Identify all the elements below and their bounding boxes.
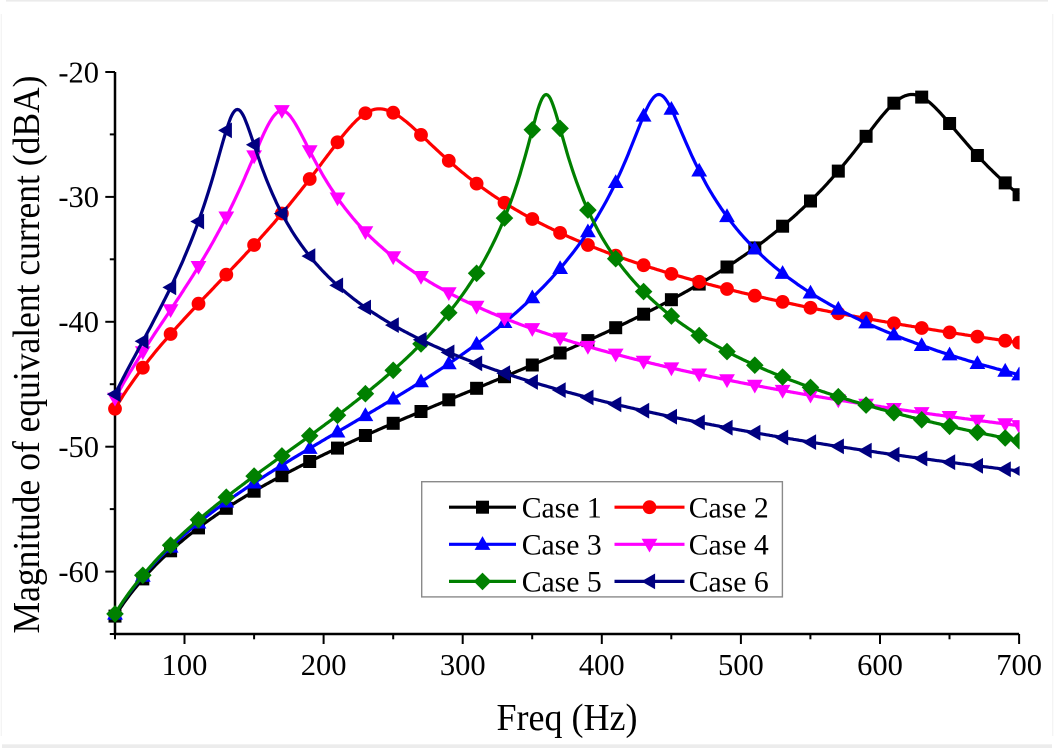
- svg-text:600: 600: [857, 648, 903, 682]
- svg-text:Freq (Hz): Freq (Hz): [497, 697, 638, 739]
- svg-text:100: 100: [162, 648, 208, 682]
- svg-text:-30: -30: [58, 180, 99, 214]
- svg-text:200: 200: [301, 648, 347, 682]
- svg-text:-50: -50: [58, 430, 99, 464]
- svg-text:-20: -20: [58, 55, 99, 89]
- svg-text:Case 6: Case 6: [689, 567, 769, 599]
- svg-text:Magnitude of equivalent curren: Magnitude of equivalent current (dBA): [6, 76, 48, 634]
- svg-text:Case 2: Case 2: [689, 492, 769, 524]
- svg-text:Case 1: Case 1: [522, 492, 602, 524]
- svg-text:500: 500: [718, 648, 764, 682]
- svg-text:Case 3: Case 3: [522, 530, 602, 562]
- svg-text:700: 700: [996, 648, 1042, 682]
- svg-text:300: 300: [440, 648, 486, 682]
- svg-text:400: 400: [579, 648, 625, 682]
- svg-text:Case 4: Case 4: [689, 530, 769, 562]
- svg-text:-60: -60: [58, 555, 99, 589]
- svg-text:Case 5: Case 5: [522, 567, 602, 599]
- svg-text:-40: -40: [58, 305, 99, 339]
